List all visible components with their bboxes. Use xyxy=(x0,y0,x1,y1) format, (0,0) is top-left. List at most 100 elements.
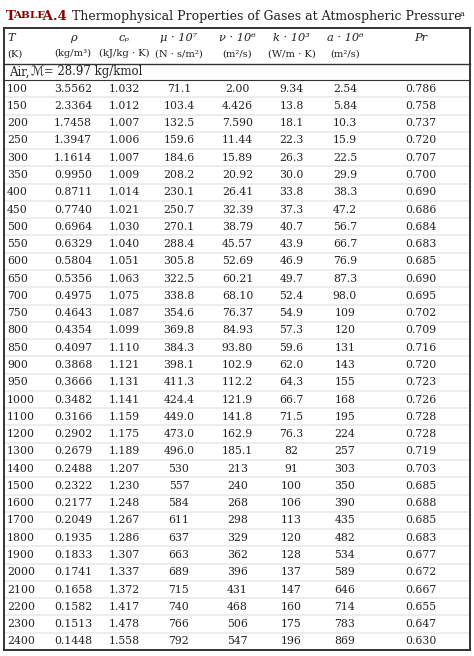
Text: 0.3666: 0.3666 xyxy=(54,377,92,387)
Text: 435: 435 xyxy=(335,516,356,525)
Text: cₚ: cₚ xyxy=(118,33,129,43)
Text: 0.695: 0.695 xyxy=(405,291,437,301)
Text: 9.34: 9.34 xyxy=(280,83,303,94)
Text: 1300: 1300 xyxy=(7,446,35,457)
Text: 496.0: 496.0 xyxy=(164,446,194,457)
Text: ρ: ρ xyxy=(70,33,76,43)
Text: 91: 91 xyxy=(284,464,299,474)
Text: 120: 120 xyxy=(335,325,356,335)
Text: 0.672: 0.672 xyxy=(405,567,437,577)
Text: 0.4643: 0.4643 xyxy=(54,308,92,318)
Text: 1.189: 1.189 xyxy=(109,446,140,457)
Text: 0.7740: 0.7740 xyxy=(54,205,92,215)
Text: 0.737: 0.737 xyxy=(405,118,437,128)
Text: 500: 500 xyxy=(7,222,28,232)
Text: 1900: 1900 xyxy=(7,550,35,560)
Text: 2400: 2400 xyxy=(7,636,35,646)
Text: 147: 147 xyxy=(281,584,302,594)
Text: 362: 362 xyxy=(227,550,248,560)
Text: 100: 100 xyxy=(281,481,302,491)
Text: 322.5: 322.5 xyxy=(164,274,195,283)
Text: 56.7: 56.7 xyxy=(333,222,357,232)
Text: 1.558: 1.558 xyxy=(109,636,139,646)
Text: 257: 257 xyxy=(335,446,356,457)
Text: 398.1: 398.1 xyxy=(164,360,195,370)
Text: 766: 766 xyxy=(169,619,190,629)
Text: 0.1448: 0.1448 xyxy=(54,636,92,646)
Text: 1.032: 1.032 xyxy=(109,83,140,94)
Text: ABLE: ABLE xyxy=(13,10,45,20)
Text: 184.6: 184.6 xyxy=(164,153,195,163)
Text: 0.667: 0.667 xyxy=(405,584,437,594)
Text: 740: 740 xyxy=(169,602,190,612)
Text: 0.4097: 0.4097 xyxy=(54,342,92,353)
Text: 2.3364: 2.3364 xyxy=(54,101,92,111)
Text: 230.1: 230.1 xyxy=(164,187,195,197)
Text: 5.84: 5.84 xyxy=(333,101,357,111)
Text: 120: 120 xyxy=(281,533,302,543)
Text: 132.5: 132.5 xyxy=(164,118,195,128)
Text: 128: 128 xyxy=(281,550,302,560)
Text: 93.80: 93.80 xyxy=(222,342,253,353)
Text: 141.8: 141.8 xyxy=(222,412,253,422)
Text: Pr: Pr xyxy=(414,33,428,43)
Text: 0.1833: 0.1833 xyxy=(54,550,92,560)
Text: 1.1614: 1.1614 xyxy=(54,153,92,163)
Text: 1.417: 1.417 xyxy=(109,602,139,612)
Text: 1.372: 1.372 xyxy=(109,584,140,594)
Text: 0.5804: 0.5804 xyxy=(54,256,92,266)
Text: 869: 869 xyxy=(335,636,356,646)
Text: 0.684: 0.684 xyxy=(405,222,437,232)
Text: 1500: 1500 xyxy=(7,481,35,491)
Text: 1.286: 1.286 xyxy=(109,533,140,543)
Text: 1.121: 1.121 xyxy=(109,360,140,370)
Text: 1.006: 1.006 xyxy=(109,135,140,146)
Text: 0.1658: 0.1658 xyxy=(54,584,92,594)
Text: 0.690: 0.690 xyxy=(405,274,437,283)
Text: 240: 240 xyxy=(227,481,248,491)
Text: 700: 700 xyxy=(7,291,28,301)
Text: 76.3: 76.3 xyxy=(279,429,304,439)
Text: 57.3: 57.3 xyxy=(280,325,303,335)
Text: 1.030: 1.030 xyxy=(109,222,140,232)
Text: 0.3166: 0.3166 xyxy=(54,412,92,422)
Text: 338.8: 338.8 xyxy=(164,291,195,301)
Text: 131: 131 xyxy=(335,342,356,353)
Text: 850: 850 xyxy=(7,342,28,353)
Text: 0.1741: 0.1741 xyxy=(54,567,92,577)
Text: Thermophysical Properties of Gases at Atmospheric Pressure: Thermophysical Properties of Gases at At… xyxy=(68,10,462,23)
Text: a: a xyxy=(460,10,465,18)
Text: a · 10⁶: a · 10⁶ xyxy=(327,33,363,43)
Text: ℳ: ℳ xyxy=(31,66,45,79)
Text: 15.89: 15.89 xyxy=(222,153,253,163)
Text: 112.2: 112.2 xyxy=(222,377,253,387)
Text: 1.7458: 1.7458 xyxy=(54,118,92,128)
Text: 0.2049: 0.2049 xyxy=(54,516,92,525)
Text: 1.040: 1.040 xyxy=(109,239,140,249)
Text: 22.3: 22.3 xyxy=(279,135,304,146)
Text: 0.2679: 0.2679 xyxy=(54,446,92,457)
Text: 0.1935: 0.1935 xyxy=(54,533,92,543)
Text: 482: 482 xyxy=(335,533,356,543)
Text: 2.00: 2.00 xyxy=(225,83,250,94)
Text: 71.5: 71.5 xyxy=(280,412,303,422)
Text: (N · s/m²): (N · s/m²) xyxy=(155,49,203,58)
Text: 0.8711: 0.8711 xyxy=(54,187,92,197)
Text: 400: 400 xyxy=(7,187,28,197)
Text: 66.7: 66.7 xyxy=(279,394,304,405)
Text: 0.685: 0.685 xyxy=(405,516,437,525)
Text: 0.2177: 0.2177 xyxy=(54,498,92,508)
Text: 0.703: 0.703 xyxy=(405,464,437,474)
Text: 1.248: 1.248 xyxy=(109,498,140,508)
Text: 0.2902: 0.2902 xyxy=(54,429,92,439)
Text: 121.9: 121.9 xyxy=(222,394,253,405)
Text: 350: 350 xyxy=(7,170,28,180)
Text: 0.9950: 0.9950 xyxy=(54,170,92,180)
Text: 0.685: 0.685 xyxy=(405,256,437,266)
Text: 1.014: 1.014 xyxy=(109,187,140,197)
Text: 143: 143 xyxy=(335,360,356,370)
Text: 2300: 2300 xyxy=(7,619,35,629)
Text: 1.110: 1.110 xyxy=(109,342,140,353)
Text: 155: 155 xyxy=(335,377,356,387)
Text: 0.5356: 0.5356 xyxy=(54,274,92,283)
